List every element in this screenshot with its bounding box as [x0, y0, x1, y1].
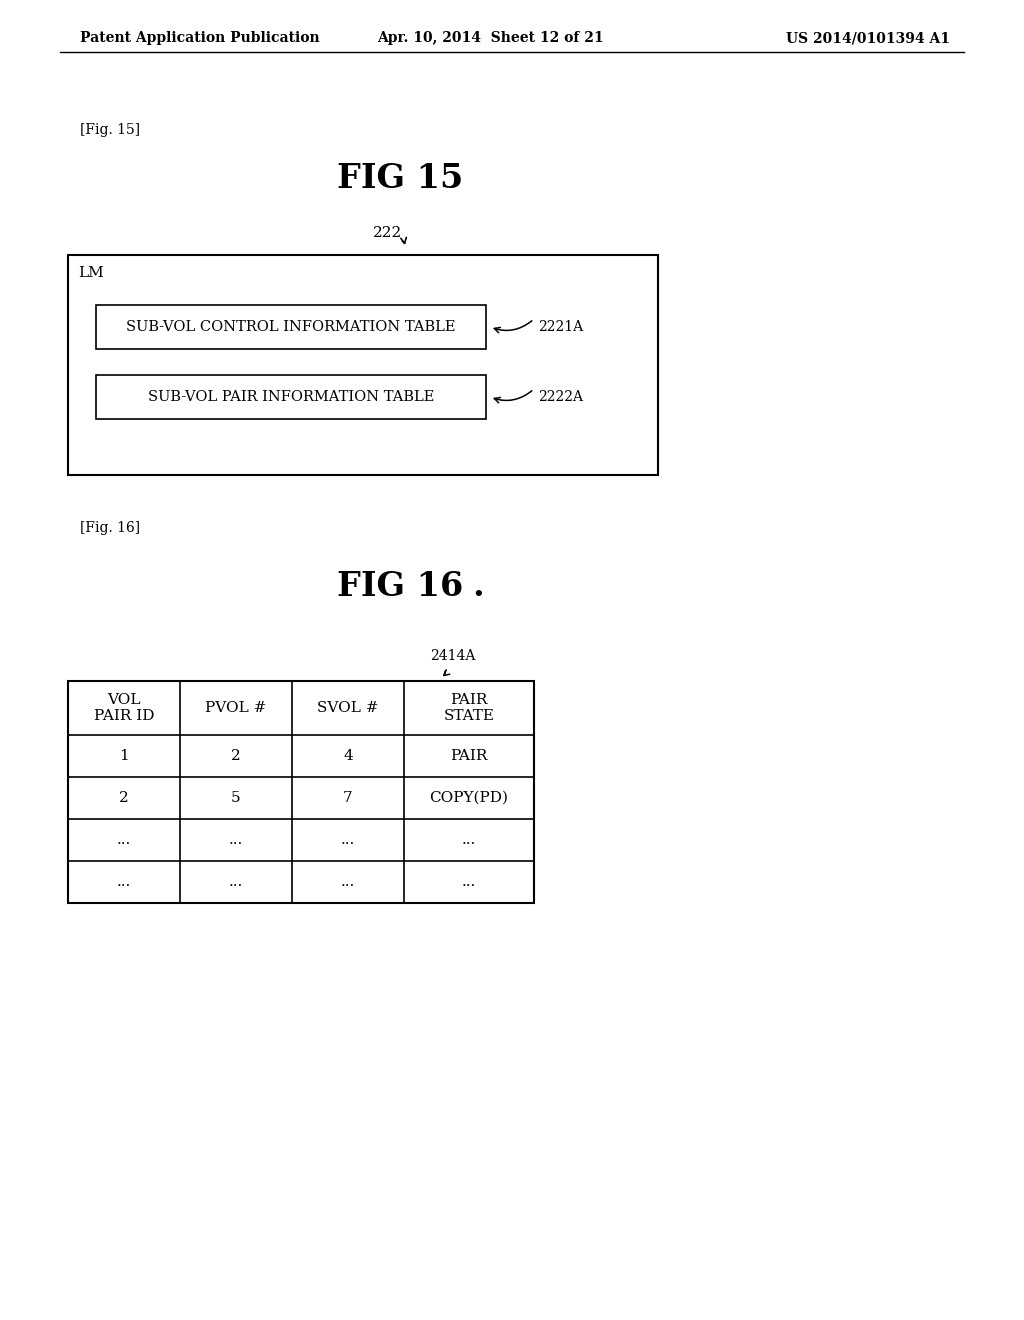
Text: ...: ...	[341, 833, 355, 847]
Text: LM: LM	[78, 267, 103, 280]
Text: 5: 5	[231, 791, 241, 805]
Text: ...: ...	[462, 833, 476, 847]
Text: 2: 2	[231, 748, 241, 763]
Bar	[96, 375, 486, 418]
Bar	[96, 305, 486, 348]
Text: SVOL #: SVOL #	[317, 701, 379, 715]
Text: ...: ...	[462, 875, 476, 888]
Text: [Fig. 16]: [Fig. 16]	[80, 521, 140, 535]
Text: [Fig. 15]: [Fig. 15]	[80, 123, 140, 137]
Text: SUB-VOL PAIR INFORMATION TABLE: SUB-VOL PAIR INFORMATION TABLE	[147, 389, 434, 404]
Text: SUB-VOL CONTROL INFORMATION TABLE: SUB-VOL CONTROL INFORMATION TABLE	[126, 319, 456, 334]
Text: ...: ...	[341, 875, 355, 888]
Text: 2222A: 2222A	[538, 389, 583, 404]
Text: 4: 4	[343, 748, 353, 763]
Text: ...: ...	[229, 833, 243, 847]
Text: 2221A: 2221A	[538, 319, 583, 334]
Text: FIG 15: FIG 15	[337, 161, 463, 194]
Text: PAIR
STATE: PAIR STATE	[443, 693, 495, 723]
Text: ...: ...	[117, 875, 131, 888]
Bar	[68, 255, 658, 475]
Text: .: .	[472, 569, 483, 602]
Text: Patent Application Publication: Patent Application Publication	[80, 30, 319, 45]
Bar	[68, 681, 534, 903]
Text: PAIR: PAIR	[451, 748, 487, 763]
Text: FIG 16: FIG 16	[337, 569, 463, 602]
Text: ...: ...	[229, 875, 243, 888]
Text: Apr. 10, 2014  Sheet 12 of 21: Apr. 10, 2014 Sheet 12 of 21	[377, 30, 603, 45]
Text: US 2014/0101394 A1: US 2014/0101394 A1	[786, 30, 950, 45]
Text: COPY(PD): COPY(PD)	[429, 791, 509, 805]
Text: VOL
PAIR ID: VOL PAIR ID	[94, 693, 155, 723]
Text: 2414A: 2414A	[430, 649, 475, 663]
Text: PVOL #: PVOL #	[206, 701, 266, 715]
Text: 7: 7	[343, 791, 353, 805]
Text: 2: 2	[119, 791, 129, 805]
Text: 222: 222	[374, 226, 402, 240]
Text: ...: ...	[117, 833, 131, 847]
Text: 1: 1	[119, 748, 129, 763]
